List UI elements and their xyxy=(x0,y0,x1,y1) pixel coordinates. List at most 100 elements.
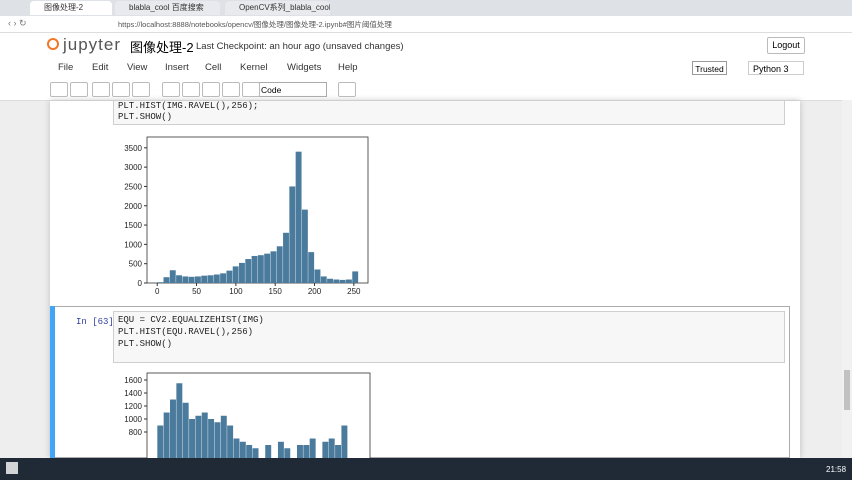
histogram-bar xyxy=(208,419,215,458)
y-tick-label: 1500 xyxy=(124,221,142,230)
y-tick-label: 1400 xyxy=(124,389,142,398)
histogram-bar xyxy=(270,251,277,283)
histogram-bar xyxy=(232,266,239,283)
menu-item[interactable]: Help xyxy=(338,62,358,73)
taskbar xyxy=(0,458,852,480)
code-line: EQU = CV2.EQUALIZEHIST(IMG) xyxy=(118,315,264,325)
histogram-bar xyxy=(257,255,264,283)
histogram-bar xyxy=(276,246,283,283)
scroll-thumb[interactable] xyxy=(844,370,850,410)
code-cell[interactable] xyxy=(113,311,785,363)
histogram-bar xyxy=(277,441,284,458)
menu-item[interactable]: Cell xyxy=(205,62,222,73)
y-tick-label: 0 xyxy=(138,279,143,288)
logo[interactable]: jupyter xyxy=(63,35,122,54)
histogram-bar xyxy=(182,276,189,283)
toolbar-button[interactable] xyxy=(50,82,68,97)
histogram-bar xyxy=(352,271,359,283)
toolbar-button[interactable] xyxy=(112,82,130,97)
toolbar-button[interactable] xyxy=(338,82,356,97)
x-tick-label: 100 xyxy=(229,287,243,296)
toolbar-button[interactable] xyxy=(222,82,240,97)
clock: 21:58 xyxy=(826,465,847,474)
toolbar-button[interactable] xyxy=(202,82,220,97)
histogram-bar xyxy=(341,425,348,458)
histogram-bar xyxy=(213,274,220,283)
histogram-bar xyxy=(314,269,321,283)
histogram-bar xyxy=(345,279,352,283)
trusted-badge[interactable]: Trusted xyxy=(692,61,727,75)
toolbar-button[interactable] xyxy=(132,82,150,97)
y-tick-label: 1000 xyxy=(124,415,142,424)
toolbar-button[interactable] xyxy=(242,82,260,97)
menu-item[interactable]: Kernel xyxy=(240,62,268,73)
toolbar-button[interactable] xyxy=(162,82,180,97)
x-tick-label: 150 xyxy=(269,287,283,296)
x-tick-label: 50 xyxy=(192,287,201,296)
selection-bar xyxy=(50,306,55,458)
histogram-bar xyxy=(320,276,327,283)
menu-item[interactable]: Widgets xyxy=(287,62,322,73)
histogram-bar xyxy=(295,151,302,283)
histogram-bar xyxy=(309,438,316,458)
histogram-bar xyxy=(264,253,271,283)
histogram-bar xyxy=(176,383,183,458)
histogram-bar xyxy=(301,209,308,283)
histogram-bar xyxy=(322,441,329,458)
histogram-bar xyxy=(303,445,310,458)
histogram-bar xyxy=(220,415,227,458)
tab[interactable]: blabla_cool 百度搜索 xyxy=(115,1,220,15)
nav-buttons[interactable]: ‹ › ↻ xyxy=(8,18,27,28)
histogram-bar xyxy=(296,445,303,458)
histogram-bar xyxy=(157,425,164,458)
histogram-bar xyxy=(283,232,289,283)
toolbar-button[interactable] xyxy=(182,82,200,97)
scrollbar[interactable] xyxy=(842,100,852,458)
menu-item[interactable]: File xyxy=(58,62,74,73)
tab[interactable]: 图像处理-2 xyxy=(30,1,112,15)
prompt: In [63]: xyxy=(76,317,120,327)
start-button[interactable] xyxy=(6,462,18,474)
url[interactable]: https://localhost:8888/notebooks/opencv/… xyxy=(118,20,392,29)
menu-item[interactable]: Insert xyxy=(165,62,189,73)
histogram-bar xyxy=(169,270,176,283)
histogram-bar xyxy=(227,425,234,458)
histogram-bar xyxy=(252,448,259,458)
histogram-bar xyxy=(195,415,202,458)
y-tick-label: 1200 xyxy=(124,402,142,411)
histogram-bar xyxy=(308,252,315,283)
tab[interactable]: OpenCV系列_blabla_cool 博客 xyxy=(225,1,330,15)
menu-item[interactable]: View xyxy=(127,62,148,73)
checkpoint: Last Checkpoint: an hour ago (unsaved ch… xyxy=(196,41,404,52)
histogram-bar xyxy=(335,445,342,458)
histogram-bar xyxy=(189,419,196,458)
histogram-bar xyxy=(201,412,208,458)
histogram-bar xyxy=(226,270,233,283)
histogram-bar xyxy=(170,399,176,458)
histogram-bar xyxy=(214,422,221,458)
histogram-bar xyxy=(163,412,170,458)
y-tick-label: 800 xyxy=(129,428,143,437)
histogram-bar xyxy=(327,278,333,283)
histogram-bar xyxy=(333,279,340,283)
code-cell[interactable] xyxy=(113,100,785,125)
menu-item[interactable]: Edit xyxy=(92,62,109,73)
x-tick-label: 250 xyxy=(347,287,361,296)
histogram-bar xyxy=(207,275,214,283)
histogram-bar xyxy=(289,186,296,283)
histogram-bar xyxy=(239,262,245,283)
logo-icon xyxy=(47,38,59,50)
histogram-bar xyxy=(339,279,346,283)
y-tick-label: 1000 xyxy=(124,240,142,249)
plot-area xyxy=(146,136,369,284)
x-tick-label: 200 xyxy=(308,287,322,296)
logout-button[interactable]: Logout xyxy=(767,37,805,54)
toolbar-button[interactable] xyxy=(70,82,88,97)
toolbar-button[interactable] xyxy=(92,82,110,97)
code-line: PLT.HIST(IMG.RAVEL(),256); xyxy=(118,101,259,111)
notebook-title[interactable]: 图像处理-2 xyxy=(130,40,194,55)
code-line: PLT.SHOW() xyxy=(118,339,173,349)
histogram-bar xyxy=(239,441,246,458)
y-tick-label: 2500 xyxy=(124,182,142,191)
